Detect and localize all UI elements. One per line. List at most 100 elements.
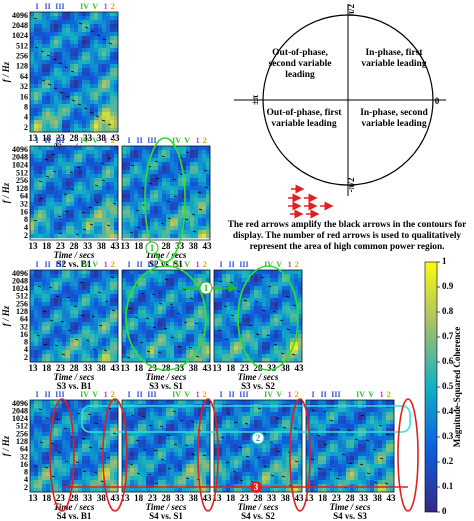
heatmap-cell	[190, 330, 195, 335]
heatmap-cell	[30, 210, 35, 215]
x-tick-label: 28	[162, 363, 172, 373]
heatmap-cell	[162, 424, 167, 429]
heatmap-cell	[242, 456, 247, 461]
heatmap-cell	[110, 60, 115, 65]
heatmap-cell	[82, 52, 87, 57]
heatmap-cell	[94, 146, 99, 151]
heatmap-cell	[82, 16, 87, 21]
heatmap-cell	[142, 314, 147, 319]
heatmap-cell	[122, 338, 127, 343]
heatmap-cell	[262, 448, 267, 453]
heatmap-cell	[166, 424, 171, 429]
heatmap-cell	[230, 436, 235, 441]
heatmap-cell	[42, 234, 47, 239]
heatmap-cell	[46, 310, 51, 315]
heatmap-cell	[34, 302, 39, 307]
heatmap-cell	[142, 338, 147, 343]
heatmap-cell	[114, 198, 119, 203]
heatmap-cell	[162, 400, 167, 405]
heatmap-cell	[54, 198, 59, 203]
heatmap-cell	[42, 16, 47, 21]
heatmap-cell	[110, 194, 115, 199]
heatmap-cell	[222, 436, 227, 441]
heatmap-cell	[150, 314, 155, 319]
heatmap-cell	[234, 346, 239, 351]
heatmap-cell	[38, 36, 43, 41]
heatmap-cell	[46, 286, 51, 291]
heatmap-cell	[262, 440, 267, 445]
heatmap-cell	[98, 342, 103, 347]
heatmap-cell	[114, 318, 119, 323]
heatmap-cell	[130, 150, 135, 155]
heatmap-cell	[90, 108, 95, 113]
heatmap-cell	[74, 480, 79, 485]
heatmap-cell	[70, 278, 75, 283]
heatmap-cell	[74, 464, 79, 469]
heatmap-cell	[30, 354, 35, 359]
heatmap-cell	[186, 452, 191, 457]
heatmap-cell	[86, 230, 91, 235]
y-tick-label: 4	[24, 475, 28, 484]
heatmap-cell	[170, 234, 175, 239]
heatmap-cell	[74, 12, 79, 17]
heatmap-cell	[166, 190, 171, 195]
heatmap-cell	[102, 84, 107, 89]
heatmap-cell	[110, 230, 115, 235]
heatmap-cell	[274, 436, 279, 441]
heatmap-cell	[50, 412, 55, 417]
heatmap-cell	[70, 80, 75, 85]
heatmap-cell	[106, 298, 111, 303]
heatmap-cell	[70, 178, 75, 183]
heatmap-cell	[194, 206, 199, 211]
heatmap-cell	[106, 310, 111, 315]
heatmap-cell	[130, 302, 135, 307]
event-marker: IV	[80, 136, 89, 145]
heatmap-cell	[282, 440, 287, 445]
heatmap-cell	[294, 346, 299, 351]
heatmap-cell	[214, 342, 219, 347]
heatmap-cell	[50, 20, 55, 25]
heatmap-cell	[78, 88, 83, 93]
heatmap-cell	[94, 120, 99, 125]
heatmap-cell	[242, 278, 247, 283]
heatmap-cell	[178, 436, 183, 441]
heatmap-cell	[110, 484, 115, 489]
heatmap-cell	[226, 436, 231, 441]
heatmap-cell	[86, 472, 91, 477]
heatmap-cell	[190, 222, 195, 227]
phase-arrow	[59, 91, 64, 94]
heatmap-cell	[70, 476, 75, 481]
heatmap-cell	[202, 178, 207, 183]
heatmap-cell	[86, 326, 91, 331]
heatmap-cell	[206, 194, 211, 199]
heatmap-cell	[170, 146, 175, 151]
heatmap-cell	[34, 286, 39, 291]
heatmap-cell	[102, 104, 107, 109]
heatmap-cell	[286, 342, 291, 347]
heatmap-cell	[102, 330, 107, 335]
heatmap-cell	[62, 194, 67, 199]
heatmap-cell	[234, 436, 239, 441]
heatmap-cell	[150, 194, 155, 199]
heatmap-cell	[206, 298, 211, 303]
heatmap-cell	[42, 80, 47, 85]
heatmap-cell	[86, 108, 91, 113]
heatmap-cell	[110, 214, 115, 219]
heatmap-cell	[70, 404, 75, 409]
heatmap-cell	[46, 444, 51, 449]
heatmap-cell	[74, 338, 79, 343]
heatmap-cell	[86, 198, 91, 203]
heatmap-cell	[194, 234, 199, 239]
heatmap-cell	[62, 92, 67, 97]
heatmap-cell	[230, 460, 235, 465]
heatmap-cell	[270, 294, 275, 299]
heatmap-cell	[34, 48, 39, 53]
heatmap-cell	[102, 72, 107, 77]
heatmap-cell	[182, 444, 187, 449]
heatmap-cell	[242, 334, 247, 339]
heatmap-cell	[114, 456, 119, 461]
heatmap-cell	[290, 408, 295, 413]
heatmap-cell	[106, 52, 111, 57]
heatmap-cell	[98, 286, 103, 291]
heatmap-cell	[38, 472, 43, 477]
